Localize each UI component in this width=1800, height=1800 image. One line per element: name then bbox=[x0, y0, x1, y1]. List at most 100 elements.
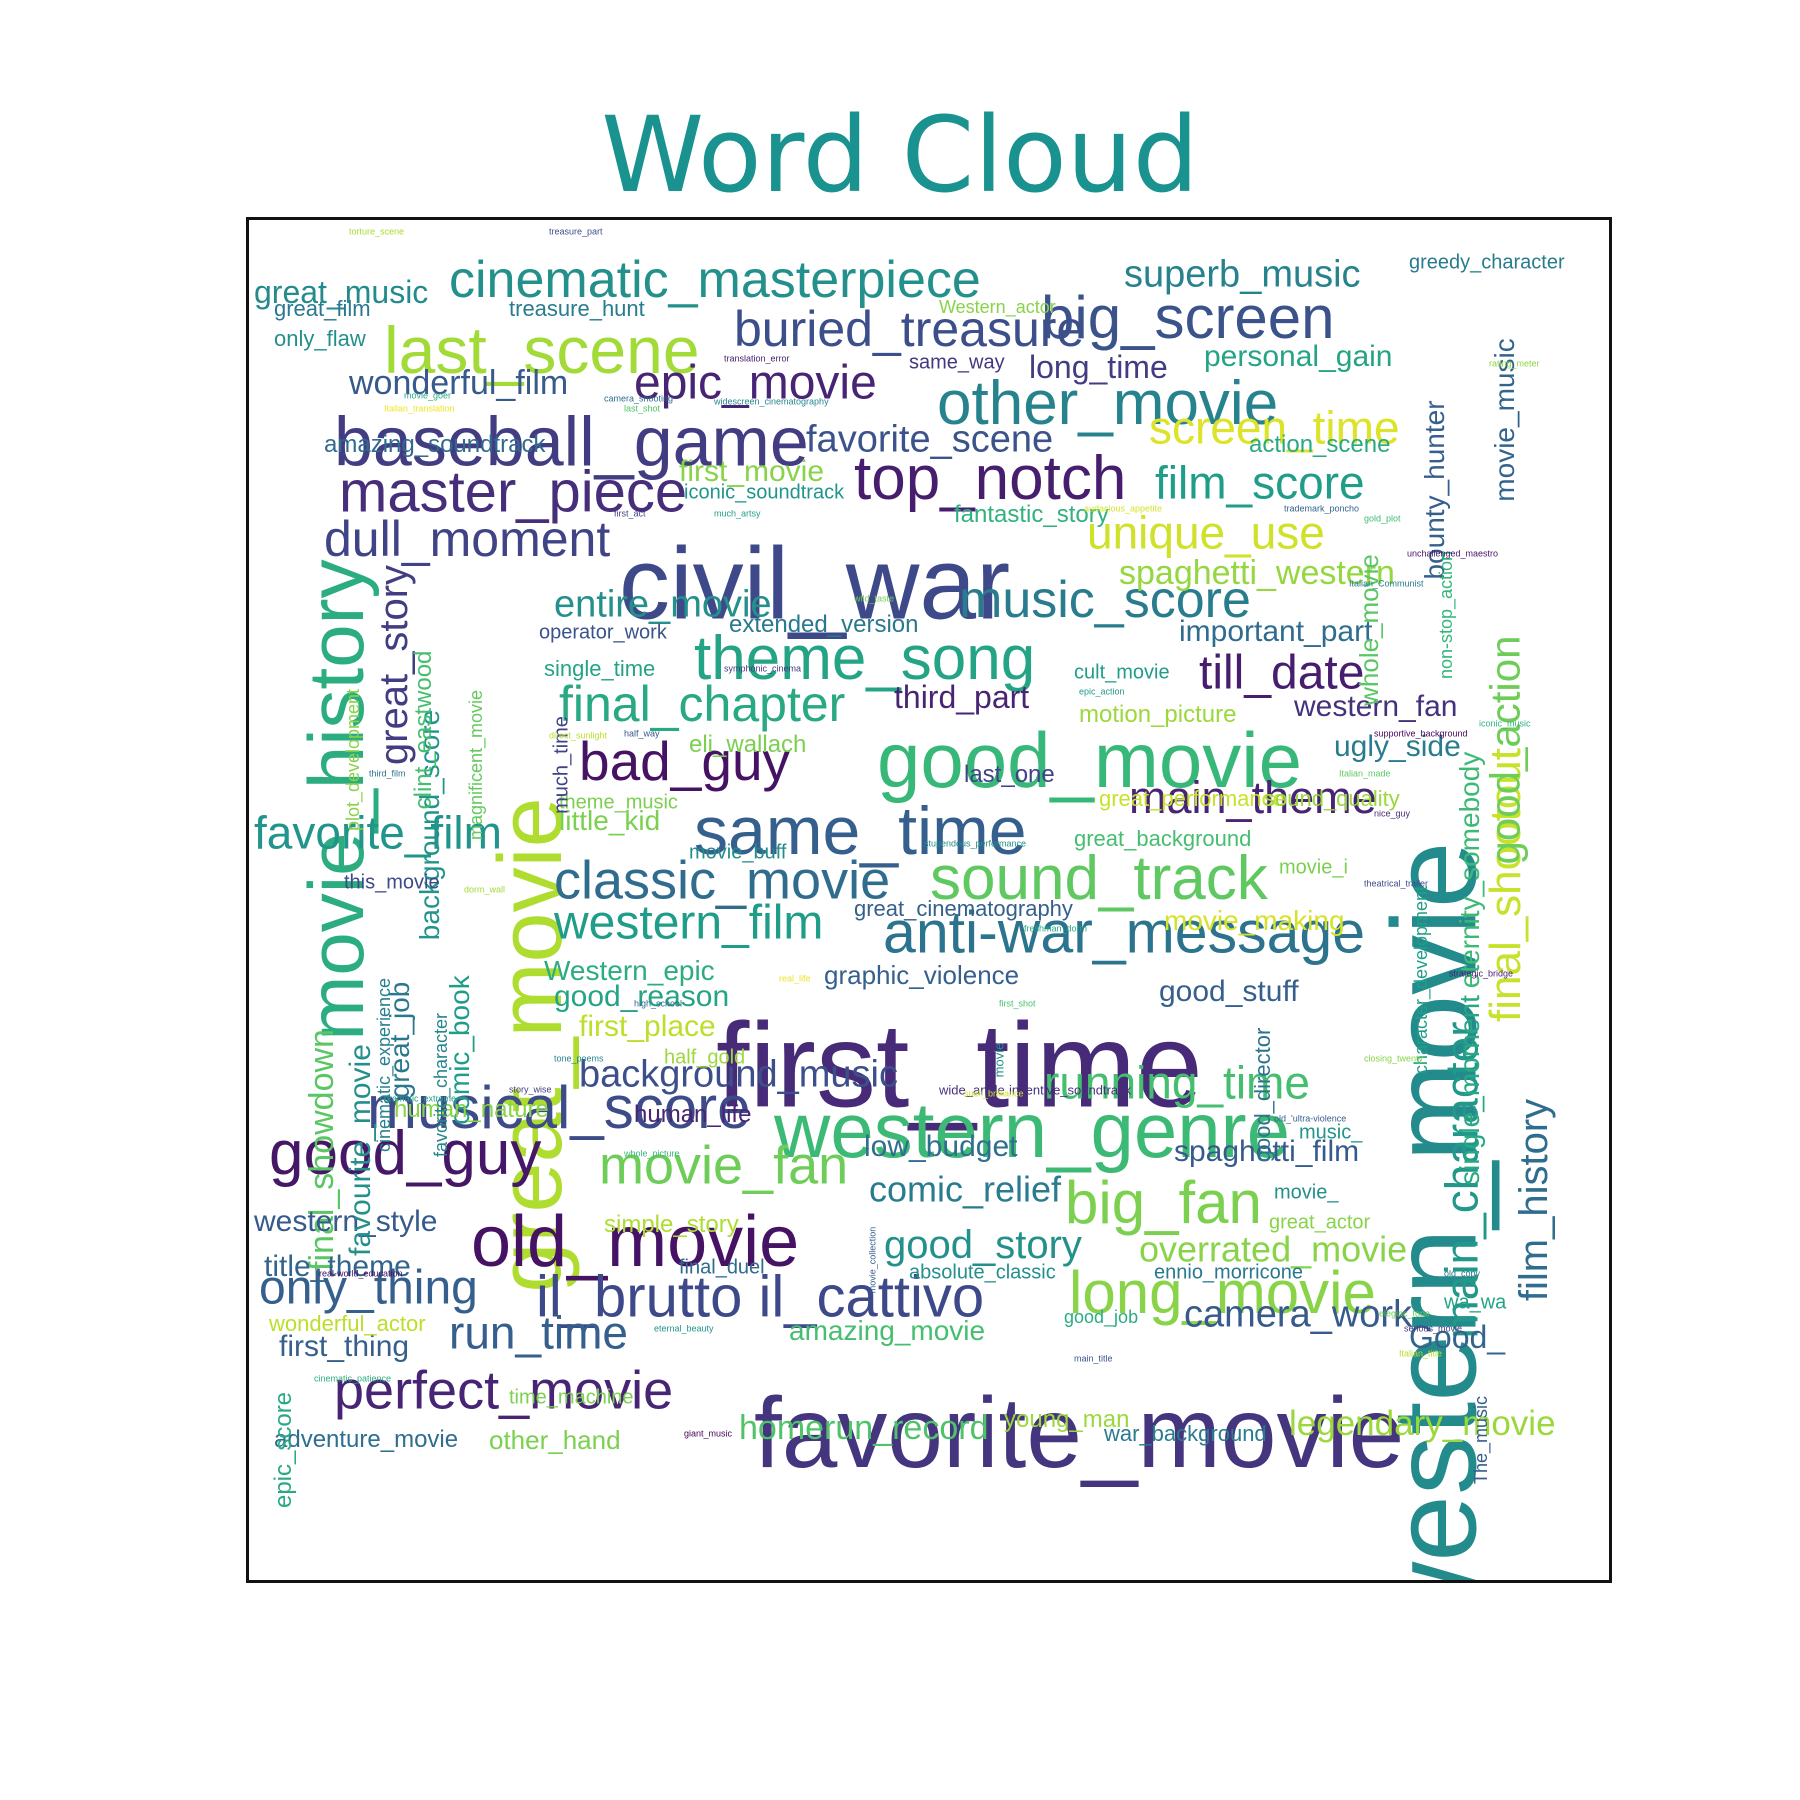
word-favorite-scene: favorite_scene bbox=[806, 418, 1053, 460]
word-old-copy: old_copy bbox=[1444, 1268, 1481, 1278]
word-sound-quality: sound_quality bbox=[1264, 786, 1400, 811]
word-plot-development: plot_development bbox=[343, 689, 364, 831]
word-good-stuff: good_stuff bbox=[1159, 975, 1299, 1008]
word-last-shot: last_shot bbox=[624, 403, 661, 413]
word-adventure-movie: adventure_movie bbox=[274, 1426, 458, 1453]
word-favorite-movie: favorite_movie bbox=[754, 1377, 1404, 1489]
word-important-part: important_part bbox=[1179, 615, 1373, 648]
word-high-school: high_school bbox=[634, 998, 682, 1008]
word-graphic-violence: graphic_violence bbox=[824, 960, 1019, 990]
word-little-kid: little_kid bbox=[559, 805, 660, 836]
word-simple-story: simple_story bbox=[604, 1211, 739, 1238]
word-giant-music: giant_music bbox=[684, 1428, 733, 1438]
word-supportive-background: supportive_background bbox=[1374, 728, 1468, 738]
word-wonderful-actor: wonderful_actor bbox=[268, 1311, 426, 1336]
word-ugly-side: ugly_side bbox=[1334, 730, 1461, 763]
word-war-background: war_background bbox=[1103, 1421, 1267, 1446]
word-movie-making: movie_making bbox=[1164, 905, 1345, 936]
word-the-music: The_music bbox=[1471, 1396, 1492, 1484]
word-final-shootout: final_shootout bbox=[1481, 748, 1530, 1022]
word-great-job: great_job bbox=[384, 982, 415, 1099]
word-good-guy: good_guy bbox=[269, 1119, 541, 1188]
word-clint-eastwood: clint_eastwood bbox=[410, 651, 437, 810]
word-human-life: human_life bbox=[634, 1101, 751, 1128]
word-legendary-movie: legendary_movie bbox=[1289, 1404, 1556, 1443]
word-same-time: same_time bbox=[694, 793, 1027, 869]
word-theme-song: theme_song bbox=[694, 624, 1035, 693]
word-extended-version: extended_version bbox=[729, 611, 918, 638]
word-italian-communist: Italian_Communist bbox=[1349, 578, 1424, 588]
word-iconic-soundtrack: iconic_soundtrack bbox=[684, 482, 845, 504]
word-same-way: same_way bbox=[909, 352, 1005, 374]
word-top-notch: top_notch bbox=[854, 444, 1126, 513]
word-good-action: good_action bbox=[1481, 636, 1528, 865]
word-baseball-game: baseball_game bbox=[334, 402, 809, 480]
word-classic-movie: classic_movie bbox=[554, 850, 890, 910]
word-character-development: character_development bbox=[1411, 886, 1432, 1074]
word-only-thing: only_thing bbox=[259, 1262, 478, 1315]
word-italian-made: Italian_made bbox=[1339, 768, 1391, 778]
word-symphonic-cinema: symphonic_cinema bbox=[724, 663, 801, 673]
word-epic-action: epic_action bbox=[1079, 686, 1125, 696]
word-unchallenged-maestro: unchallenged_maestro bbox=[1407, 548, 1498, 558]
word-treasure-hunt: treasure_hunt bbox=[509, 296, 645, 321]
word-much-artsy: much_artsy bbox=[714, 508, 761, 518]
word-this-movie: this_movie bbox=[344, 872, 440, 894]
word-italian-translation: Italian_translation bbox=[384, 403, 455, 413]
word-freshman-dorm: freshman_dorm bbox=[1024, 923, 1087, 933]
word-main-title: main_title bbox=[1074, 1353, 1113, 1363]
word-good-story: good_story bbox=[884, 1223, 1082, 1267]
word-cloud-frame: first_time western_movie civil_war favorite… bbox=[246, 217, 1612, 1583]
word-theme-music: theme_music bbox=[559, 792, 678, 814]
word-musical-score: musical_score bbox=[367, 1074, 750, 1141]
word-movie-music: movie_music bbox=[1489, 338, 1520, 501]
word-final-duel: final_duel bbox=[679, 1257, 765, 1279]
word-first-time: first_time bbox=[716, 998, 1203, 1132]
word-homerun-record: homerun_record bbox=[739, 1409, 988, 1447]
word-wild-taste: wild_taste bbox=[853, 593, 894, 603]
word-last-scene: last_scene bbox=[384, 313, 700, 387]
word-western-style: western_style bbox=[253, 1205, 437, 1238]
word-final-showdown: final_showdown bbox=[303, 1029, 341, 1271]
word-dull-moment: dull_moment bbox=[324, 511, 610, 567]
word-third-part: third_part bbox=[894, 679, 1029, 715]
word-il-brutto-il-cattivo: il_brutto il_cattivo bbox=[536, 1265, 984, 1330]
word-whole-movie: whole_movie bbox=[1354, 554, 1384, 707]
word-movie-history: movie_history bbox=[292, 559, 380, 1040]
word-young-man: young_man bbox=[1004, 1406, 1129, 1433]
word-movie-collection: movie_collection bbox=[867, 1227, 877, 1294]
word-such-brilliance: such_brilliance bbox=[964, 1088, 1024, 1098]
word-run-time: run_time bbox=[449, 1307, 628, 1359]
word-overrated-movie: overrated_movie bbox=[1139, 1228, 1407, 1269]
word-whole-picture: whole_picture bbox=[623, 1148, 680, 1158]
word-great-story: great_story bbox=[372, 565, 416, 765]
word-good-movie: good_movie bbox=[877, 716, 1302, 804]
word-good-job: good_job bbox=[1064, 1307, 1138, 1328]
word-old-movie: old_movie bbox=[471, 1202, 799, 1282]
word-third-film: third_film bbox=[369, 768, 406, 778]
word-sound-track: sound_track bbox=[930, 844, 1269, 913]
word-favourite-movie: favourite_movie bbox=[344, 1044, 377, 1256]
word-final-chapter: final_chapter bbox=[559, 676, 845, 732]
word-last-one: last_one bbox=[964, 761, 1055, 788]
word-background-music: background_music bbox=[579, 1053, 898, 1095]
word-great-actor: great_actor bbox=[1269, 1212, 1371, 1234]
word-first-movie: first_movie bbox=[679, 455, 824, 488]
word-spaghetti-western: spaghetti_western bbox=[1119, 554, 1395, 592]
word-rating-meter: rating_meter bbox=[1489, 358, 1540, 368]
word-favorite-film: favorite_film bbox=[254, 807, 502, 859]
word-cinematic-experience: cinematic_experience bbox=[374, 978, 395, 1152]
word-great-film: great_film bbox=[274, 296, 371, 321]
word-half-gold: half_gold bbox=[664, 1047, 745, 1069]
word-movie-buff: movie_buff bbox=[689, 842, 787, 864]
word-running-time: running_time bbox=[1044, 1057, 1310, 1109]
word-first-place: first_place bbox=[579, 1010, 716, 1043]
word-dorm-wall: dorm_wall bbox=[464, 884, 505, 894]
word-main-theme: main_theme bbox=[1129, 772, 1377, 823]
word-strategic-bridge: strategic_bridge bbox=[1449, 968, 1513, 978]
word-single-time: single_time bbox=[544, 656, 655, 681]
word-bad-guy: bad_guy bbox=[579, 730, 791, 792]
word-torture-scene: torture_scene bbox=[349, 226, 404, 236]
word-eli-wallach: eli_wallach bbox=[689, 731, 806, 758]
word-movie: movie_ bbox=[1274, 1182, 1339, 1204]
